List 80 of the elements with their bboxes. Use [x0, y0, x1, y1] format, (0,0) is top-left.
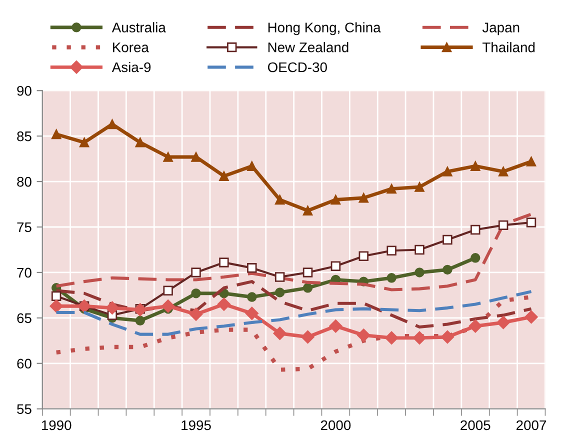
- point: [247, 161, 257, 171]
- legend-label: Japan: [482, 22, 520, 36]
- y-tick-label: 60: [17, 358, 32, 369]
- point: [384, 331, 398, 345]
- point: [468, 320, 482, 333]
- point: [163, 152, 173, 162]
- legend-label: Asia-9: [112, 62, 151, 72]
- y-tick-label: 80: [17, 176, 32, 187]
- point: [442, 234, 452, 245]
- legend-label: Hong Kong, China: [268, 22, 381, 36]
- point: [191, 288, 201, 298]
- point: [50, 300, 63, 313]
- point: [414, 182, 424, 192]
- point: [496, 316, 510, 330]
- point: [330, 194, 341, 205]
- point: [440, 330, 454, 344]
- point: [358, 193, 368, 203]
- x-tick-label: 2005: [460, 420, 490, 430]
- point: [135, 316, 146, 326]
- point: [245, 306, 258, 320]
- point: [329, 320, 342, 333]
- point: [386, 246, 396, 256]
- y-tick-label: 55: [17, 404, 32, 414]
- y-tick-label: 70: [17, 268, 32, 278]
- point: [274, 288, 285, 298]
- point: [162, 300, 175, 313]
- point: [302, 283, 313, 293]
- point: [358, 251, 368, 261]
- point: [302, 206, 313, 216]
- x-tick-label: 2007: [516, 420, 546, 430]
- point: [135, 138, 146, 148]
- point: [330, 261, 341, 271]
- point: [191, 268, 201, 278]
- point: [526, 156, 536, 166]
- point: [274, 272, 285, 282]
- point: [79, 138, 90, 148]
- point: [498, 220, 508, 230]
- point: [498, 166, 508, 176]
- point: [442, 264, 452, 275]
- point: [51, 291, 62, 301]
- point: [386, 184, 396, 194]
- x-tick-label: 1995: [182, 420, 211, 430]
- legend-label: OECD-30: [268, 62, 327, 72]
- point: [526, 218, 536, 228]
- point: [107, 119, 118, 130]
- point: [442, 166, 452, 176]
- point: [191, 152, 201, 162]
- point: [470, 224, 480, 235]
- y-tick-label: 65: [17, 313, 32, 324]
- point: [414, 268, 424, 278]
- point: [386, 273, 396, 283]
- legend-label: Thailand: [482, 42, 535, 52]
- point: [274, 194, 285, 205]
- legend-label: Australia: [112, 22, 166, 32]
- point: [524, 310, 538, 324]
- point: [470, 161, 480, 171]
- point: [301, 330, 314, 344]
- point: [163, 286, 173, 296]
- point: [414, 244, 424, 255]
- point: [219, 258, 229, 268]
- point: [247, 292, 257, 302]
- point: [219, 171, 229, 181]
- y-tick-label: 85: [17, 131, 32, 142]
- point: [470, 253, 480, 263]
- point: [273, 326, 286, 340]
- point: [357, 328, 370, 342]
- point: [247, 263, 257, 273]
- y-tick-label: 90: [17, 86, 32, 96]
- point: [134, 303, 147, 316]
- point: [189, 308, 203, 321]
- point: [412, 331, 426, 345]
- legend-label: New Zealand: [268, 42, 348, 52]
- point: [302, 268, 313, 278]
- x-tick-label: 2000: [320, 420, 351, 430]
- y-tick-label: 75: [17, 222, 32, 232]
- x-tick-label: 1990: [42, 420, 72, 430]
- legend-label: Korea: [113, 42, 149, 52]
- point: [51, 129, 62, 140]
- point: [217, 298, 231, 311]
- point: [106, 301, 119, 315]
